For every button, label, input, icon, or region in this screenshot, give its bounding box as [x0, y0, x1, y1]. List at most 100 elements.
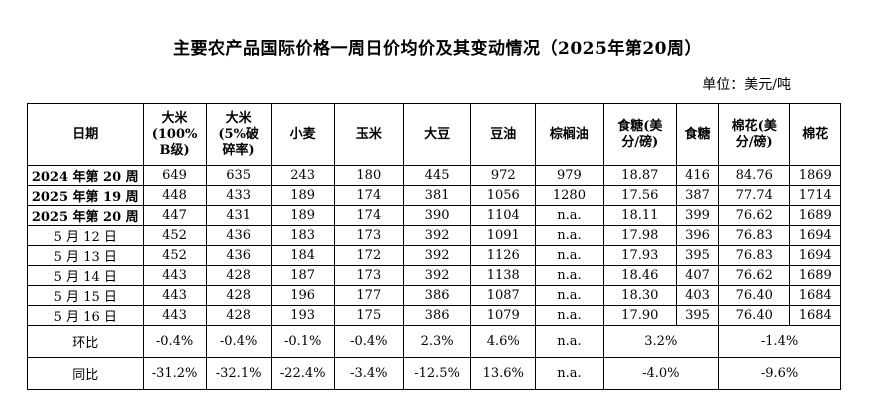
table-cell: 196: [270, 285, 335, 306]
table-cell: -32.1%: [205, 357, 272, 390]
table-cell: 1684: [789, 305, 841, 326]
table-cell: n.a.: [535, 225, 604, 246]
table-cell: -0.4%: [333, 325, 404, 358]
column-header: 食糖(美 分/磅): [602, 103, 678, 166]
table-cell: 403: [676, 285, 720, 306]
table-cell: 392: [402, 245, 472, 266]
table-cell: n.a.: [535, 265, 604, 286]
table-cell: 1280: [535, 185, 604, 206]
row-label: 5 月 12 日: [27, 225, 144, 246]
table-cell: -31.2%: [142, 357, 207, 390]
table-cell: 1104: [470, 205, 537, 226]
table-cell: 447: [142, 205, 207, 226]
table-cell: 18.11: [602, 205, 678, 226]
table-cell: 1138: [470, 265, 537, 286]
table-cell: 979: [535, 165, 604, 186]
table-cell: 395: [676, 245, 720, 266]
table-cell: 187: [270, 265, 335, 286]
table-cell: 395: [676, 305, 720, 326]
table-cell: 1694: [789, 245, 841, 266]
table-cell: 1694: [789, 225, 841, 246]
table-cell: 972: [470, 165, 537, 186]
table-cell: 76.83: [718, 225, 791, 246]
table-cell: 1087: [470, 285, 537, 306]
table-cell: 1689: [789, 205, 841, 226]
table-cell: 1056: [470, 185, 537, 206]
table-cell: 76.40: [718, 305, 791, 326]
table-cell: 17.56: [602, 185, 678, 206]
header-row: 日期 大米 (100% B级) 大米 (5%破 碎率) 小麦 玉米 大豆 豆油 棕榈油 食糖(美…: [27, 103, 841, 166]
table-cell: 1869: [789, 165, 841, 186]
table-cell: 407: [676, 265, 720, 286]
table-cell: 452: [142, 225, 207, 246]
table-row: 5 月 13 日 452 436 184 172 392 1126 n.a. 17.93 395 7…: [27, 245, 841, 266]
table-cell: 448: [142, 185, 207, 206]
row-label: 5 月 16 日: [27, 305, 144, 326]
table-cell: 392: [402, 225, 472, 246]
table-cell: 445: [402, 165, 472, 186]
column-header: 日期: [27, 103, 144, 166]
table-cell: 173: [333, 265, 404, 286]
table-cell: 433: [205, 185, 272, 206]
table-cell: n.a.: [535, 357, 604, 390]
table-cell: 386: [402, 285, 472, 306]
table-cell: 1079: [470, 305, 537, 326]
table-cell: 2.3%: [402, 325, 472, 358]
column-header: 棕榈油: [535, 103, 604, 166]
table-cell: 1091: [470, 225, 537, 246]
row-label: 5 月 15 日: [27, 285, 144, 306]
table-cell: 18.30: [602, 285, 678, 306]
table-cell: 17.90: [602, 305, 678, 326]
table-cell: 443: [142, 305, 207, 326]
table-row: 2025 年第 19 周 448 433 189 174 381 1056 1280 17.56…: [27, 185, 841, 206]
table-cell: 4.6%: [470, 325, 537, 358]
cotton-change-cell: -9.6%: [718, 357, 841, 390]
table-cell: 386: [402, 305, 472, 326]
column-header: 玉米: [333, 103, 404, 166]
column-header: 大豆: [402, 103, 472, 166]
table-cell: n.a.: [535, 245, 604, 266]
table-cell: -22.4%: [270, 357, 335, 390]
sugar-change-cell: -4.0%: [602, 357, 720, 390]
table-cell: 416: [676, 165, 720, 186]
table-row: 5 月 12 日 452 436 183 173 392 1091 n.a. 17.98 396 7…: [27, 225, 841, 246]
table-cell: 76.83: [718, 245, 791, 266]
change-row: 环比 -0.4% -0.4% -0.1% -0.4% 2.3% 4.6% n.a. 3.2% -1…: [27, 325, 841, 358]
table-cell: -0.1%: [270, 325, 335, 358]
table-cell: 77.74: [718, 185, 791, 206]
table-cell: 13.6%: [470, 357, 537, 390]
table-cell: 381: [402, 185, 472, 206]
column-header: 食糖: [676, 103, 720, 166]
table-row: 2025 年第 20 周 447 431 189 174 390 1104 n.a. 18.11…: [27, 205, 841, 226]
unit-label: 单位：美元/吨: [702, 77, 791, 93]
table-cell: 436: [205, 245, 272, 266]
column-header: 大米 (5%破 碎率): [205, 103, 272, 166]
table-cell: 189: [270, 205, 335, 226]
table-cell: 76.62: [718, 205, 791, 226]
row-label: 5 月 13 日: [27, 245, 144, 266]
row-label: 环比: [27, 325, 144, 358]
table-cell: -12.5%: [402, 357, 472, 390]
row-label: 2024 年第 20 周: [27, 165, 144, 186]
table-cell: 428: [205, 285, 272, 306]
table-cell: 387: [676, 185, 720, 206]
row-label: 2025 年第 19 周: [27, 185, 144, 206]
table-row: 5 月 14 日 443 428 187 173 392 1138 n.a. 18.46 407 7…: [27, 265, 841, 286]
table-cell: 392: [402, 265, 472, 286]
table-row: 2024 年第 20 周 649 635 243 180 445 972 979 18.87 41…: [27, 165, 841, 186]
table-cell: 399: [676, 205, 720, 226]
column-header: 棉花: [789, 103, 841, 166]
column-header: 棉花(美 分/磅): [718, 103, 791, 166]
table-cell: 390: [402, 205, 472, 226]
table-cell: 1689: [789, 265, 841, 286]
table-cell: n.a.: [535, 285, 604, 306]
table-cell: 635: [205, 165, 272, 186]
change-row: 同比 -31.2% -32.1% -22.4% -3.4% -12.5% 13.6% n.a.…: [27, 357, 841, 390]
column-header: 小麦: [270, 103, 335, 166]
table-cell: 649: [142, 165, 207, 186]
table-cell: 175: [333, 305, 404, 326]
table-cell: 436: [205, 225, 272, 246]
table-cell: 431: [205, 205, 272, 226]
table-cell: 76.40: [718, 285, 791, 306]
row-label: 2025 年第 20 周: [27, 205, 144, 226]
